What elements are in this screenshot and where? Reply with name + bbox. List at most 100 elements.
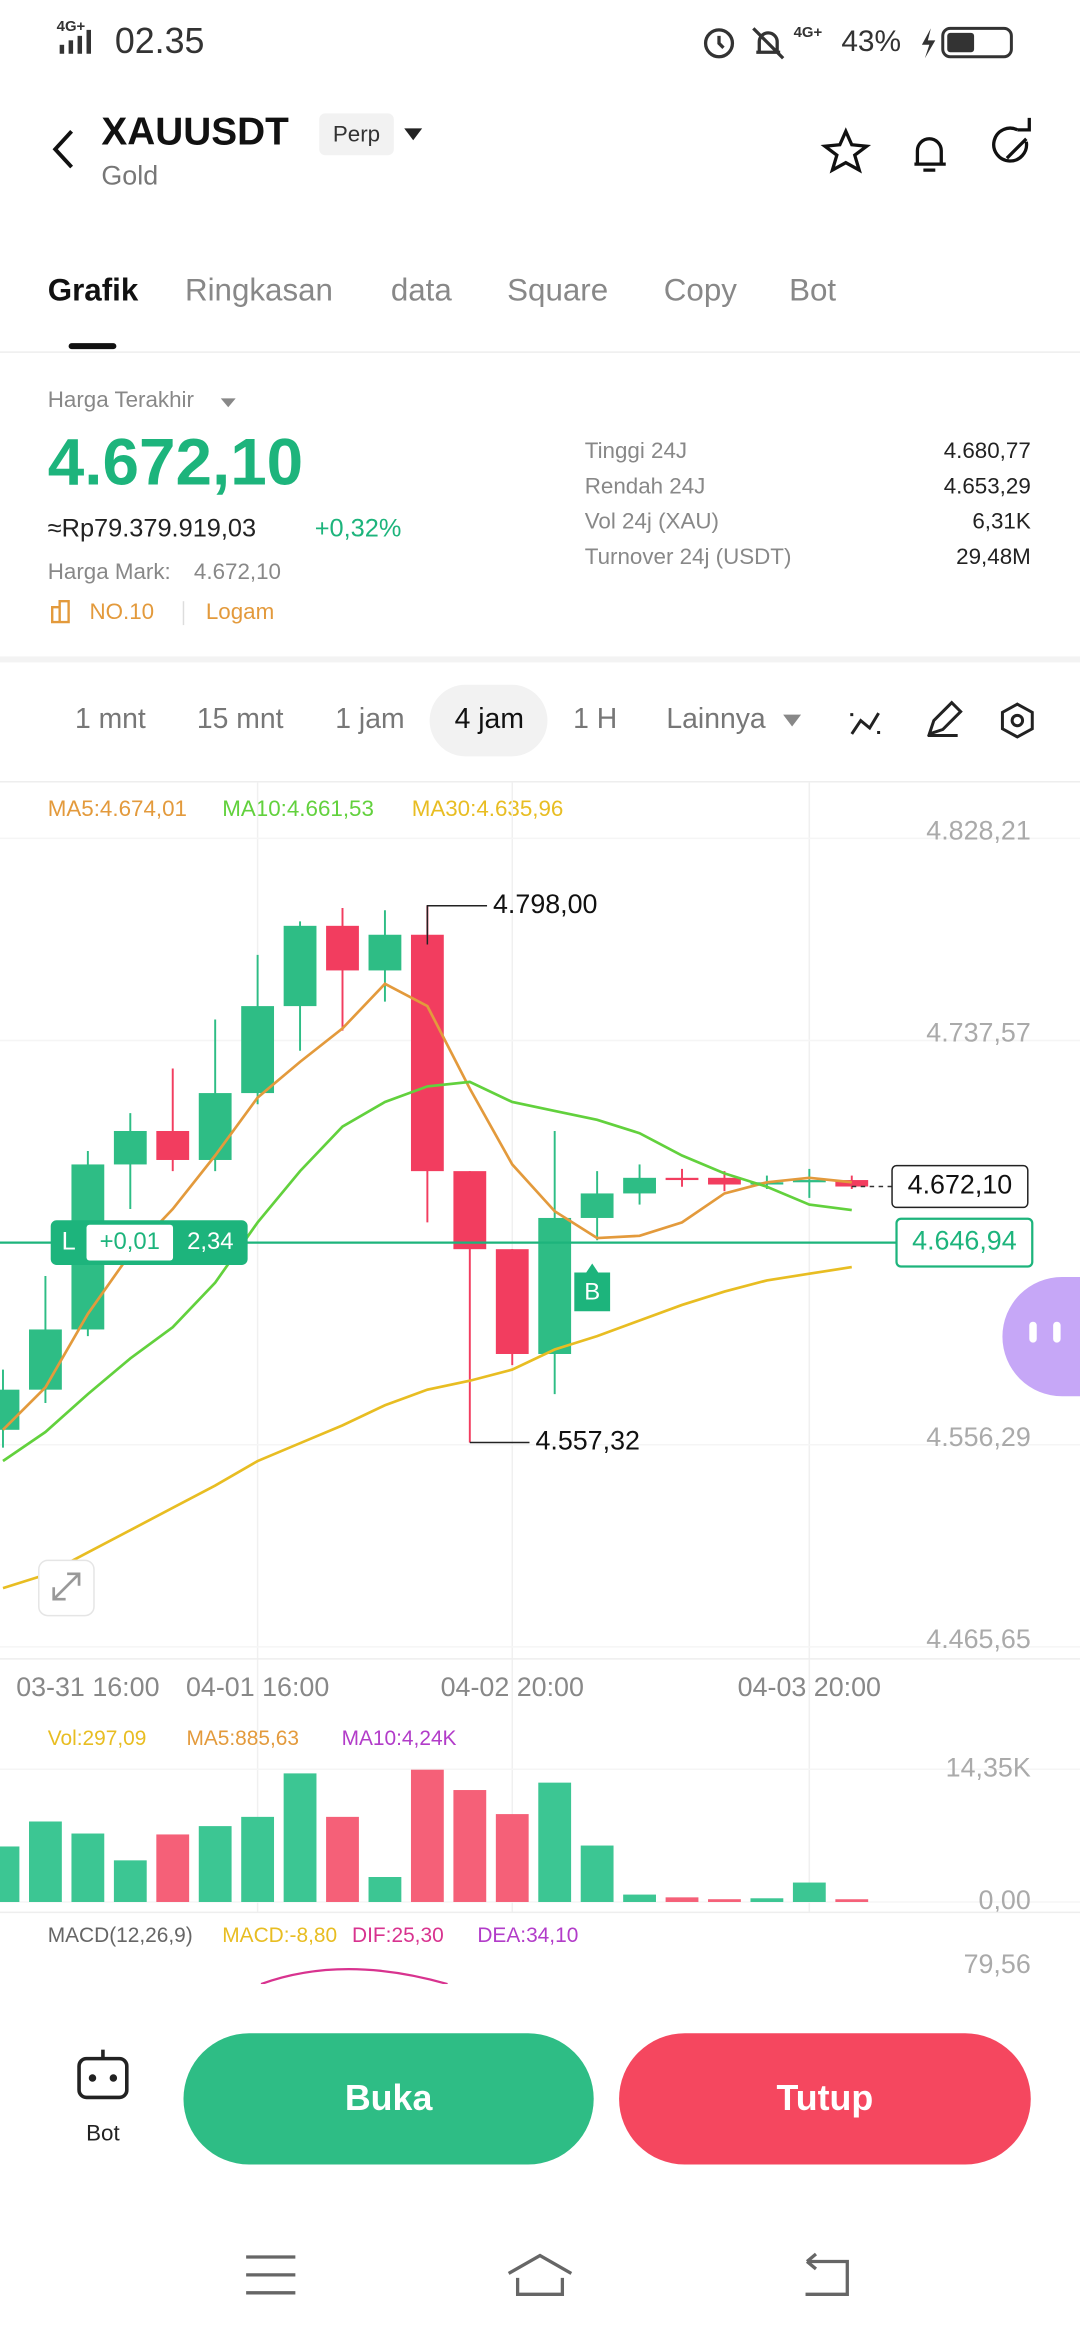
category[interactable]: Logam [206,599,274,624]
candle-body [198,1093,232,1160]
settings-button[interactable] [1000,702,1034,739]
nav-home[interactable] [507,2253,573,2296]
tab[interactable]: Grafik [48,273,139,308]
candle-body [665,1177,699,1181]
stat-label: Rendah 24J [585,473,706,498]
volume-legend: MA10:4,24K [342,1727,457,1750]
x-tick-label: 04-03 20:00 [738,1672,881,1702]
volume-bar [538,1782,572,1902]
stat-value: 4.680,77 [944,438,1031,463]
candle-body [623,1177,656,1194]
candle-body [792,1180,826,1183]
candle-body [113,1130,147,1165]
volume-bar [368,1877,402,1902]
candle-body [708,1177,741,1185]
x-tick-label: 03-31 16:00 [16,1672,159,1702]
candle-body [156,1130,190,1160]
symbol: XAUUSDT [101,111,289,154]
volume-bar [198,1826,232,1902]
ma-legend: MA5:4.674,01 [48,796,187,821]
open-button[interactable] [183,2033,594,2165]
asset-name: Gold [101,161,158,191]
clock: 02.35 [115,21,205,61]
volume-bar [283,1773,317,1902]
tab[interactable]: Ringkasan [185,273,333,308]
battery-icon [941,26,1013,59]
volume-bar [241,1816,275,1902]
interval[interactable]: Lainnya [666,703,765,735]
interval[interactable]: 4 jam [455,703,524,735]
macd-tick-label: 79,56 [964,1949,1031,1979]
rank[interactable]: NO.10 [90,599,155,624]
signal-icon [59,29,91,54]
close-label[interactable]: Tutup [777,2078,874,2118]
candle-body [29,1329,62,1390]
buy-marker-label[interactable]: B [584,1279,600,1306]
mark-label: Harga Mark: [48,559,171,584]
favorite-button[interactable] [820,127,872,174]
nav-menu[interactable] [246,2255,296,2295]
macd-legend: MACD(12,26,9) [48,1924,193,1947]
volume-legend: MA5:885,63 [186,1727,299,1750]
volume-bar [835,1899,869,1902]
low-label: 4.557,32 [535,1426,640,1456]
macd-legend: DIF:25,30 [352,1924,444,1947]
candle-body [495,1249,529,1354]
alert-button[interactable] [914,137,946,172]
bot-label[interactable]: Bot [86,2121,120,2146]
volume-bar [29,1821,62,1902]
last-price: 4.672,10 [48,425,303,498]
more-dropdown[interactable] [783,714,802,727]
interval[interactable]: 1 H [573,703,617,735]
y-tick-label: 4.828,21 [926,816,1030,846]
indicator-button[interactable] [850,712,881,735]
tab[interactable]: Square [507,273,608,308]
position-pnl-bg [86,1224,174,1261]
interval[interactable]: 15 mnt [197,703,284,735]
nav-back[interactable] [805,2252,849,2296]
share-button[interactable] [992,117,1031,163]
back-button[interactable] [52,130,74,169]
candle-body [835,1180,869,1187]
draw-button[interactable] [926,700,963,737]
tab-indicator [68,343,117,350]
status-icons [703,27,785,60]
stat-label: Turnover 24j (USDT) [585,544,792,569]
tab[interactable]: Bot [789,273,836,308]
settings-dot [1010,713,1025,728]
candle-body [326,925,359,971]
volume-bar [750,1898,784,1902]
buy-marker[interactable] [574,1263,611,1312]
interval[interactable]: 1 jam [335,703,404,735]
close-button[interactable] [619,2033,1031,2165]
x-tick-label: 04-01 16:00 [186,1672,329,1702]
network: 4G+ [57,19,86,35]
interval[interactable]: 1 mnt [75,703,146,735]
volume-bar [453,1790,487,1902]
divider [0,656,1080,663]
volume-bar [410,1769,444,1902]
position-price: 4.646,94 [912,1226,1017,1256]
candle-body [453,1171,487,1250]
ma-line [2,1080,852,1463]
price-dropdown[interactable] [220,398,236,408]
stat-label: Tinggi 24J [585,438,687,463]
volume-bar [113,1860,147,1902]
floating-assistant[interactable] [1002,1276,1080,1397]
volume-bar [156,1834,190,1902]
candle-body [580,1193,614,1218]
tab[interactable]: data [391,273,453,308]
x-tick-label: 04-02 20:00 [441,1672,584,1702]
tab[interactable]: Copy [664,273,737,308]
ma-legend: MA10:4.661,53 [222,796,374,821]
dropdown[interactable] [404,128,423,141]
open-label[interactable]: Buka [345,2078,434,2118]
candle-body [368,934,402,971]
perp-badge[interactable] [319,113,394,156]
volume-bar [623,1894,656,1902]
candle-body [241,1006,275,1094]
last-price-label: 4.672,10 [908,1170,1013,1200]
stat-value: 4.653,29 [944,473,1031,498]
